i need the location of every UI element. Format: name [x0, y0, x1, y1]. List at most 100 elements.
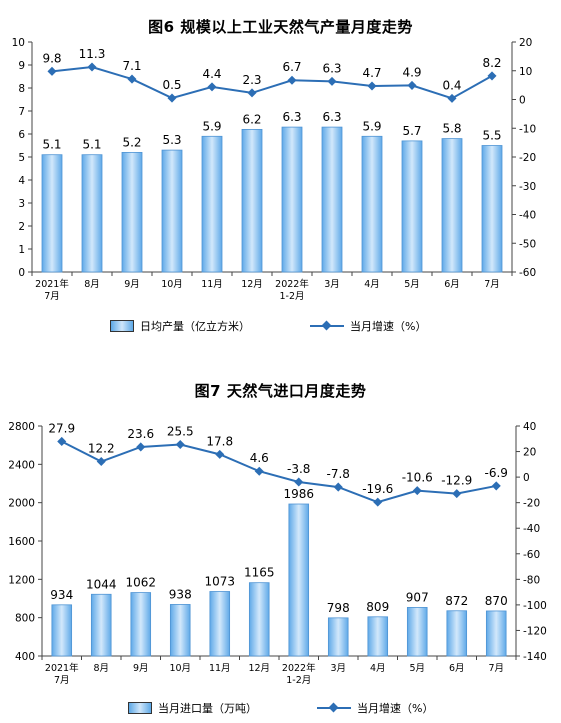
bar-value-label: 1044 [86, 577, 117, 591]
legend-line-marker [317, 703, 351, 713]
line-value-label: -7.8 [327, 467, 350, 481]
line-point [175, 440, 185, 450]
y-right-tick-label: 40 [523, 421, 536, 433]
legend-item-line: 当月增速（%） [317, 700, 433, 716]
x-tick-label: 11月 [201, 279, 223, 290]
bar-value-label: 870 [485, 594, 508, 608]
x-tick-label: 10月 [161, 279, 183, 290]
bar-value-label: 934 [50, 588, 73, 602]
y-right-tick-label: -10 [519, 123, 536, 135]
y-left-tick-label: 10 [12, 37, 25, 49]
legend-label: 当月增速（%） [350, 320, 427, 333]
y-right-tick-label: -50 [519, 238, 536, 250]
x-tick-label: 8月 [93, 663, 109, 674]
y-left-tick-label: 1200 [8, 574, 35, 586]
line-value-label: 6.7 [282, 60, 301, 74]
bar-value-label: 1073 [204, 575, 235, 589]
y-right-tick-label: -140 [523, 651, 547, 663]
line-value-label: -10.6 [402, 471, 433, 485]
line-value-label: 4.6 [250, 451, 269, 465]
legend: 日均产量（亿立方米） 当月增速（%） [110, 318, 486, 334]
bar [90, 593, 112, 657]
bar-value-label: 872 [445, 594, 468, 608]
growth-line [51, 65, 493, 100]
line-value-label: -6.9 [485, 466, 508, 480]
bar-value-label: 6.2 [242, 112, 261, 126]
line-value-label: 23.6 [127, 427, 154, 441]
chart-natural-gas-production: 图6 规模以上工业天然气产量月度走势 0 1 2 3 4 5 6 7 8 9 10 -60 -50 -40… [0, 0, 561, 345]
line-value-label: 11.3 [79, 47, 106, 61]
line-value-label: 7.1 [122, 59, 141, 73]
line-value-label: 4.7 [362, 66, 381, 80]
line-point [136, 442, 146, 452]
bar [51, 604, 73, 657]
line-value-label: 0.4 [442, 78, 461, 92]
y-left-tick-label: 5 [18, 152, 25, 164]
x-tick-label: 7月 [54, 675, 70, 686]
line-value-label: 2.3 [242, 73, 261, 87]
line-point [207, 82, 217, 92]
legend-line-marker [310, 321, 344, 331]
y-right-tick-label: -40 [519, 210, 536, 222]
bar-value-label: 5.9 [202, 119, 221, 133]
bar-value-label: 5.1 [82, 138, 101, 152]
x-tick-label: 9月 [124, 279, 140, 290]
y-left-tick-label: 1 [18, 244, 25, 256]
line-value-label: -3.8 [287, 462, 310, 476]
bar [321, 126, 343, 273]
bar-value-label: 1165 [244, 566, 275, 580]
x-tick-label: 1-2月 [286, 675, 311, 686]
bar [281, 126, 303, 273]
bar-value-label: 6.3 [282, 110, 301, 124]
line-point [96, 456, 106, 467]
legend-label: 当月增速（%） [357, 702, 434, 715]
line-point [373, 497, 383, 507]
x-tick-label: 6月 [449, 663, 465, 674]
x-tick-label: 8月 [84, 279, 100, 290]
y-left-tick-label: 400 [15, 651, 35, 663]
y-right-tick-label: 10 [519, 66, 532, 78]
bar [121, 151, 143, 273]
bar-value-label: 5.2 [122, 135, 141, 149]
x-tick-label: 4月 [370, 663, 386, 674]
line-value-label: 4.9 [402, 65, 421, 79]
bar [361, 135, 383, 273]
bar [401, 140, 423, 273]
line-value-label: -12.9 [441, 474, 472, 488]
line-point [127, 74, 137, 84]
y-right-tick-label: -30 [519, 181, 536, 193]
y-left-tick-label: 2400 [8, 459, 35, 471]
chart-title: 图6 规模以上工业天然气产量月度走势 [148, 18, 413, 36]
line-point [327, 76, 337, 86]
y-left-tick-label: 2800 [8, 421, 35, 433]
line-value-label: 12.2 [88, 442, 115, 456]
bar-value-label: 6.3 [322, 110, 341, 124]
y-left-tick-label: 7 [18, 106, 25, 118]
bar-value-label: 5.9 [362, 119, 381, 133]
x-tick-label: 6月 [444, 279, 460, 290]
x-tick-label: 7月 [44, 291, 60, 302]
line-point [167, 93, 177, 103]
chart-plot: 0 1 2 3 4 5 6 7 8 9 10 -60 -50 -40 -30 -20 -10 0 10 20 5.1 5.… [12, 37, 537, 302]
y-right-tick-label: -120 [523, 625, 547, 637]
bar-value-label: 5.3 [162, 133, 181, 147]
y-left-tick-label: 8 [18, 83, 25, 95]
line-value-label: 8.2 [482, 56, 501, 70]
line-value-label: 27.9 [48, 421, 75, 435]
x-tick-label: 7月 [488, 663, 504, 674]
line-point [254, 466, 264, 476]
line-point [491, 481, 501, 491]
bar-value-label: 809 [366, 600, 389, 614]
y-right-tick-label: 0 [519, 95, 526, 107]
x-tick-label: 3月 [330, 663, 346, 674]
bar [248, 582, 270, 657]
bar [81, 154, 103, 273]
line-point [412, 486, 422, 496]
line-point [47, 66, 57, 76]
bar-value-label: 1986 [283, 487, 314, 501]
line-point [333, 482, 343, 492]
bar [201, 135, 223, 273]
line-value-label: -19.6 [362, 482, 393, 496]
line-point [367, 81, 377, 91]
bar [485, 610, 507, 657]
